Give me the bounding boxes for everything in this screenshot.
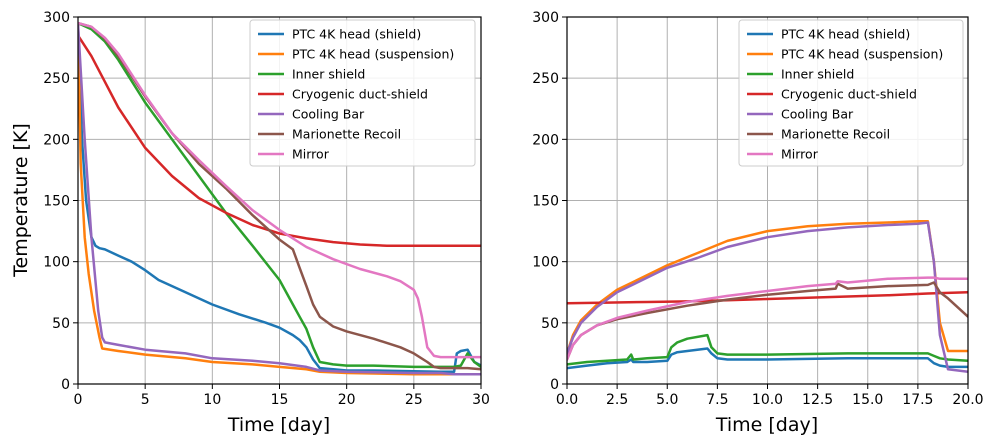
y-tick-label: 0 xyxy=(550,377,559,393)
y-tick-label: 300 xyxy=(43,10,70,26)
series-line-6 xyxy=(78,21,481,359)
series-line-3 xyxy=(78,34,481,248)
x-tick-label: 15 xyxy=(271,392,289,408)
x-axis-label-left: Time [day] xyxy=(227,414,330,436)
series-group xyxy=(567,220,968,374)
x-tick-label: 5.0 xyxy=(656,392,678,408)
x-tick-label: 10 xyxy=(203,392,221,408)
x-tick-label: 2.5 xyxy=(606,392,628,408)
y-tick-label: 300 xyxy=(532,10,559,26)
legend: PTC 4K head (shield) PTC 4K head (suspens… xyxy=(738,19,964,167)
y-tick-label: 250 xyxy=(532,71,559,87)
x-tick-label: 5 xyxy=(141,392,150,408)
x-tick-label: 10.0 xyxy=(752,392,783,408)
y-axis-label: Temperature [K] xyxy=(10,123,32,278)
x-tick-label: 7.5 xyxy=(706,392,728,408)
legend-label-6: Mirror xyxy=(292,147,330,162)
y-tick-label: 0 xyxy=(61,377,70,393)
legend-label-0: PTC 4K head (shield) xyxy=(781,27,910,42)
x-tick-label: 0 xyxy=(74,392,83,408)
x-axis-label-right: Time [day] xyxy=(715,414,818,436)
legend-label-1: PTC 4K head (suspension) xyxy=(292,47,454,62)
x-tick-label: 12.5 xyxy=(802,392,833,408)
legend-label-0: PTC 4K head (shield) xyxy=(292,27,421,42)
legend-label-4: Cooling Bar xyxy=(292,107,365,122)
legend-label-2: Inner shield xyxy=(292,67,365,82)
series-line-0 xyxy=(78,21,481,374)
series-group xyxy=(78,21,481,376)
y-tick-label: 150 xyxy=(43,194,70,210)
series-line-3 xyxy=(567,291,968,305)
y-tick-label: 100 xyxy=(532,255,559,271)
y-tick-label: 200 xyxy=(43,132,70,148)
legend-label-4: Cooling Bar xyxy=(781,107,854,122)
y-tick-label: 100 xyxy=(43,255,70,271)
series-line-6 xyxy=(567,276,968,361)
right-chart-panel: 0.0 2.5 5.0 7.5 10.0 12.5 15.0 17.5 20.0 0 50 100 15… xyxy=(532,10,983,408)
series-line-0 xyxy=(567,347,968,370)
legend: PTC 4K head (shield) PTC 4K head (suspens… xyxy=(249,19,476,167)
legend-label-3: Cryogenic duct-shield xyxy=(781,87,917,102)
y-tick-label: 50 xyxy=(52,316,70,332)
series-line-4 xyxy=(78,21,481,376)
legend-label-5: Marionette Recoil xyxy=(292,127,401,142)
x-tick-label: 25 xyxy=(405,392,423,408)
y-tick-label: 200 xyxy=(532,132,559,148)
legend-label-1: PTC 4K head (suspension) xyxy=(781,47,943,62)
y-tick-label: 50 xyxy=(541,316,559,332)
x-tick-label: 17.5 xyxy=(902,392,933,408)
series-line-4 xyxy=(567,221,968,374)
legend-label-3: Cryogenic duct-shield xyxy=(292,87,428,102)
series-line-2 xyxy=(567,333,968,366)
x-tick-label: 20 xyxy=(338,392,356,408)
legend-box xyxy=(738,19,964,167)
x-tick-label: 20.0 xyxy=(952,392,983,408)
legend-box xyxy=(249,19,476,167)
legend-label-2: Inner shield xyxy=(781,67,854,82)
legend-label-5: Marionette Recoil xyxy=(781,127,890,142)
y-tick-label: 250 xyxy=(43,71,70,87)
x-tick-label: 15.0 xyxy=(852,392,883,408)
series-line-2 xyxy=(78,21,481,369)
legend-label-6: Mirror xyxy=(781,147,819,162)
x-tick-label: 30 xyxy=(472,392,490,408)
y-tick-label: 150 xyxy=(532,194,559,210)
x-tick-label: 0.0 xyxy=(556,392,578,408)
